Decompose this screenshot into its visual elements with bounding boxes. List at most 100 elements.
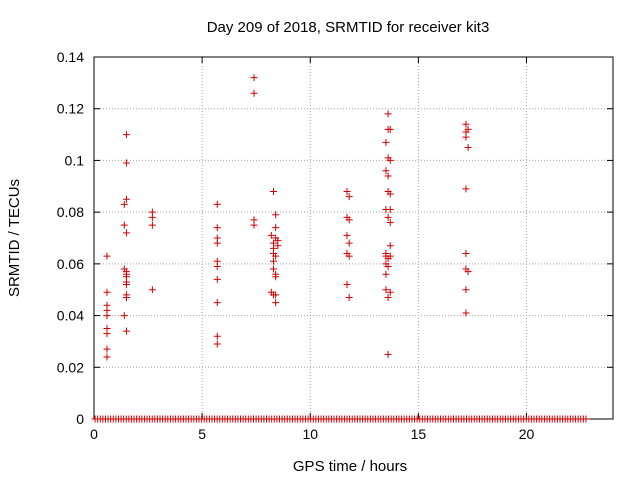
- data-point: [213, 340, 221, 348]
- data-point: [103, 312, 111, 320]
- data-point: [384, 110, 392, 118]
- data-point: [382, 167, 390, 175]
- data-point: [345, 293, 353, 301]
- data-point: [120, 221, 128, 229]
- plot-frame: [93, 56, 614, 420]
- grid-lines: [94, 57, 613, 419]
- data-point: [386, 242, 394, 250]
- data-point: [122, 195, 130, 203]
- x-tick-label: 20: [519, 426, 535, 442]
- data-point: [250, 221, 258, 229]
- y-tick-label: 0.1: [65, 152, 85, 168]
- x-axis-label: GPS time / hours: [293, 458, 407, 475]
- data-point: [462, 120, 470, 128]
- data-point: [272, 252, 280, 260]
- data-point: [464, 144, 472, 151]
- x-tick-label: 10: [302, 426, 318, 442]
- data-point: [384, 293, 392, 301]
- data-point: [382, 270, 390, 278]
- y-tick-label: 0.02: [57, 359, 84, 375]
- x-tick-labels: 0 5 10 15 20: [90, 426, 534, 442]
- data-point: [272, 273, 280, 281]
- data-point: [103, 288, 111, 296]
- data-point: [274, 242, 282, 250]
- data-point: [345, 193, 353, 201]
- y-tick-label: 0.08: [57, 204, 84, 220]
- data-point: [103, 330, 111, 338]
- data-point: [382, 286, 390, 294]
- data-point: [122, 131, 130, 139]
- data-point: [269, 265, 277, 273]
- data-points: [103, 74, 472, 361]
- data-point: [272, 224, 280, 232]
- data-point: [464, 268, 472, 276]
- data-point: [462, 286, 470, 294]
- tick-marks: [93, 56, 613, 420]
- data-point: [213, 200, 221, 208]
- y-tick-label: 0.14: [57, 49, 84, 65]
- data-point: [386, 288, 394, 296]
- data-point: [122, 293, 130, 301]
- y-tick-label: 0.04: [57, 308, 84, 324]
- data-point: [148, 286, 156, 294]
- zero-point: [582, 415, 590, 423]
- data-point: [462, 185, 470, 193]
- x-tick-label: 5: [198, 426, 206, 442]
- data-point: [213, 275, 221, 283]
- data-point: [269, 187, 277, 195]
- y-axis-label: SRMTID / TECUs: [6, 179, 23, 297]
- data-point: [213, 239, 221, 247]
- data-point: [269, 257, 277, 265]
- data-point: [386, 218, 394, 226]
- data-point: [213, 262, 221, 270]
- data-point: [462, 309, 470, 317]
- data-point: [382, 138, 390, 146]
- data-point: [120, 200, 128, 208]
- data-point: [122, 327, 130, 335]
- data-point: [213, 332, 221, 340]
- data-point: [148, 213, 156, 221]
- data-point: [386, 125, 394, 133]
- data-point: [267, 231, 275, 239]
- data-point: [386, 252, 394, 260]
- zero-points: [91, 415, 590, 423]
- data-point: [345, 239, 353, 247]
- data-point: [462, 133, 470, 141]
- data-point: [122, 281, 130, 289]
- data-point: [345, 252, 353, 260]
- data-point: [103, 252, 111, 260]
- data-point: [384, 350, 392, 358]
- data-point: [384, 213, 392, 221]
- y-tick-labels: 0 0.02 0.04 0.06 0.08 0.1 0.12 0.14: [57, 49, 84, 427]
- data-point: [213, 224, 221, 232]
- data-point: [343, 281, 351, 289]
- data-point: [462, 250, 470, 258]
- y-tick-label: 0.06: [57, 256, 84, 272]
- x-tick-label: 15: [411, 426, 427, 442]
- data-point: [343, 187, 351, 195]
- chart-title: Day 209 of 2018, SRMTID for receiver kit…: [207, 19, 490, 36]
- data-point: [384, 172, 392, 180]
- data-point: [464, 125, 472, 133]
- data-point: [343, 231, 351, 239]
- data-point: [272, 211, 280, 219]
- data-point: [386, 206, 394, 214]
- data-point: [213, 299, 221, 307]
- y-tick-label: 0: [76, 411, 84, 427]
- data-point: [122, 229, 130, 237]
- data-point: [120, 312, 128, 320]
- data-point: [122, 159, 130, 167]
- data-point: [345, 216, 353, 224]
- y-tick-label: 0.12: [57, 101, 84, 117]
- data-point: [122, 273, 130, 281]
- x-tick-label: 0: [90, 426, 98, 442]
- data-point: [272, 299, 280, 307]
- data-point: [384, 262, 392, 270]
- data-point: [250, 89, 258, 97]
- data-point: [250, 74, 258, 82]
- data-point: [386, 156, 394, 164]
- data-point: [148, 221, 156, 229]
- data-point: [103, 345, 111, 353]
- data-point: [386, 190, 394, 198]
